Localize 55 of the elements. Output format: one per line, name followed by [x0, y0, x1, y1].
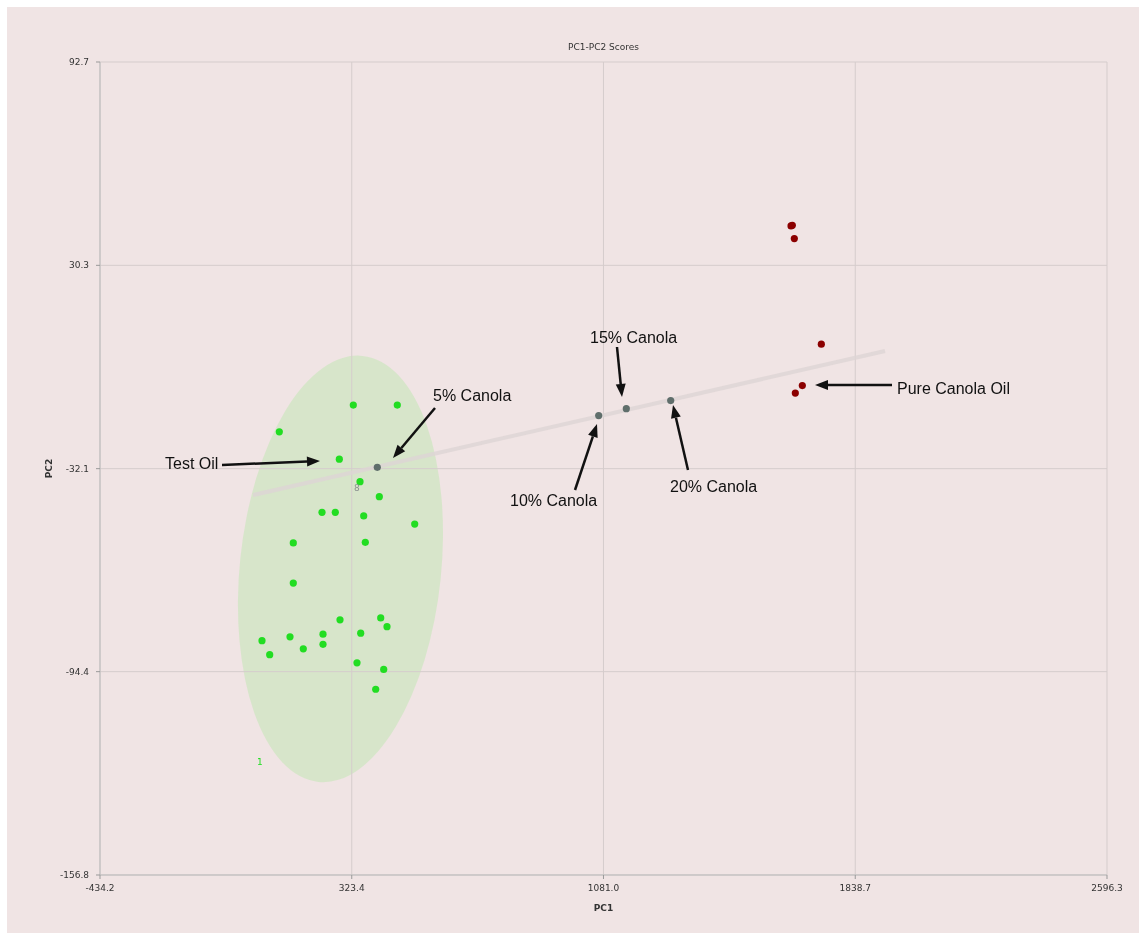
point	[289, 539, 297, 547]
y-tick-label: -156.8	[59, 870, 90, 880]
y-axis-title: PC2	[44, 458, 54, 479]
point	[275, 428, 283, 436]
x-tick-label: 2596.3	[1091, 883, 1123, 893]
annotation: 10% Canola	[510, 492, 598, 510]
point	[353, 659, 361, 667]
point	[266, 651, 274, 659]
annotation: Pure Canola Oil	[897, 380, 1010, 398]
point	[383, 623, 391, 631]
x-tick-label: 1081.0	[587, 883, 620, 893]
point	[356, 478, 364, 486]
point	[360, 512, 368, 520]
point	[361, 538, 369, 546]
x-axis-title: PC1	[593, 903, 614, 913]
point	[595, 411, 603, 420]
point	[318, 508, 326, 516]
y-tick-label: -94.4	[65, 666, 90, 677]
point	[817, 340, 825, 348]
annotation: 5% Canola	[433, 387, 512, 405]
point	[380, 665, 388, 673]
point	[622, 405, 630, 413]
point	[372, 685, 380, 693]
point	[331, 508, 339, 516]
annotation: 1	[257, 756, 263, 767]
point	[258, 637, 266, 645]
x-tick-label: 323.4	[338, 883, 365, 893]
point	[377, 614, 385, 622]
point	[791, 389, 799, 397]
point	[289, 579, 297, 587]
point	[411, 520, 419, 528]
point	[790, 235, 798, 243]
point	[319, 630, 327, 638]
point	[393, 401, 401, 409]
point	[299, 645, 307, 653]
point	[335, 455, 343, 463]
point	[319, 640, 327, 648]
point	[286, 633, 294, 641]
chart-title: PC1-PC2 Scores	[568, 42, 640, 52]
annotation: 15% Canola	[590, 329, 678, 347]
annotation: 20% Canola	[670, 478, 758, 496]
annotation: Test Oil	[165, 455, 219, 473]
point	[349, 401, 357, 409]
point	[667, 396, 675, 405]
x-tick-label: -434.2	[85, 883, 115, 893]
y-tick-label: 92.7	[68, 57, 89, 67]
point	[798, 381, 806, 390]
y-tick-label: 30.3	[68, 260, 89, 271]
point	[357, 629, 365, 637]
point	[336, 616, 344, 624]
x-tick-label: 1838.7	[839, 883, 872, 893]
y-tick-label: -32.1	[65, 463, 89, 474]
point	[375, 493, 383, 501]
point	[373, 463, 381, 471]
annotation: 8	[354, 482, 360, 493]
